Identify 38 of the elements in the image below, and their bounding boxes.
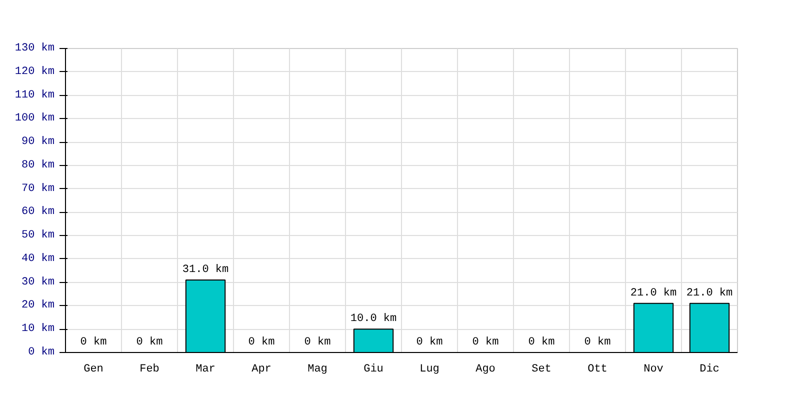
y-tick-label: 130 km <box>14 42 55 54</box>
x-tick-label: Set <box>532 364 552 376</box>
y-tick-label: 0 km <box>28 346 55 358</box>
data-label: 21.0 km <box>686 287 734 300</box>
data-label: 0 km <box>304 336 332 348</box>
data-label: 0 km <box>416 336 444 348</box>
x-tick-label: Mag <box>308 364 328 376</box>
x-tick-label: Ott <box>588 364 608 376</box>
y-tick-label: 20 km <box>21 300 55 312</box>
x-tick-label: Feb <box>140 364 160 376</box>
data-label: 0 km <box>80 336 108 348</box>
x-tick-label: Ago <box>476 364 496 376</box>
y-tick-label: 120 km <box>14 66 55 78</box>
x-tick-label: Apr <box>252 364 272 376</box>
y-tick-label: 70 km <box>21 182 55 195</box>
x-tick-label: Lug <box>420 364 440 376</box>
x-tick-label: Gen <box>84 364 104 376</box>
y-tick-label: 110 km <box>14 89 55 102</box>
x-tick-label: Mar <box>196 364 216 376</box>
data-label: 31.0 km <box>182 264 230 276</box>
data-label: 21.0 km <box>630 287 678 300</box>
y-tick-label: 60 km <box>21 206 55 218</box>
data-label: 0 km <box>472 336 500 348</box>
data-label: 0 km <box>584 336 612 348</box>
y-tick-label: 90 km <box>21 136 55 148</box>
y-tick-label: 80 km <box>21 159 55 172</box>
data-label: 0 km <box>248 336 276 348</box>
y-tick-label: 100 km <box>14 112 55 125</box>
y-tick-label: 30 km <box>21 276 55 288</box>
data-label: 0 km <box>528 336 556 348</box>
x-tick-label: Giu <box>364 364 384 376</box>
x-tick-label: Dic <box>700 364 720 376</box>
x-tick-label: Nov <box>644 364 664 376</box>
y-tick-label: 50 km <box>21 230 55 242</box>
data-label: 0 km <box>136 336 164 348</box>
y-tick-label: 10 km <box>21 323 55 336</box>
y-tick-label: 40 km <box>21 252 55 265</box>
data-label: 10.0 km <box>350 313 398 326</box>
